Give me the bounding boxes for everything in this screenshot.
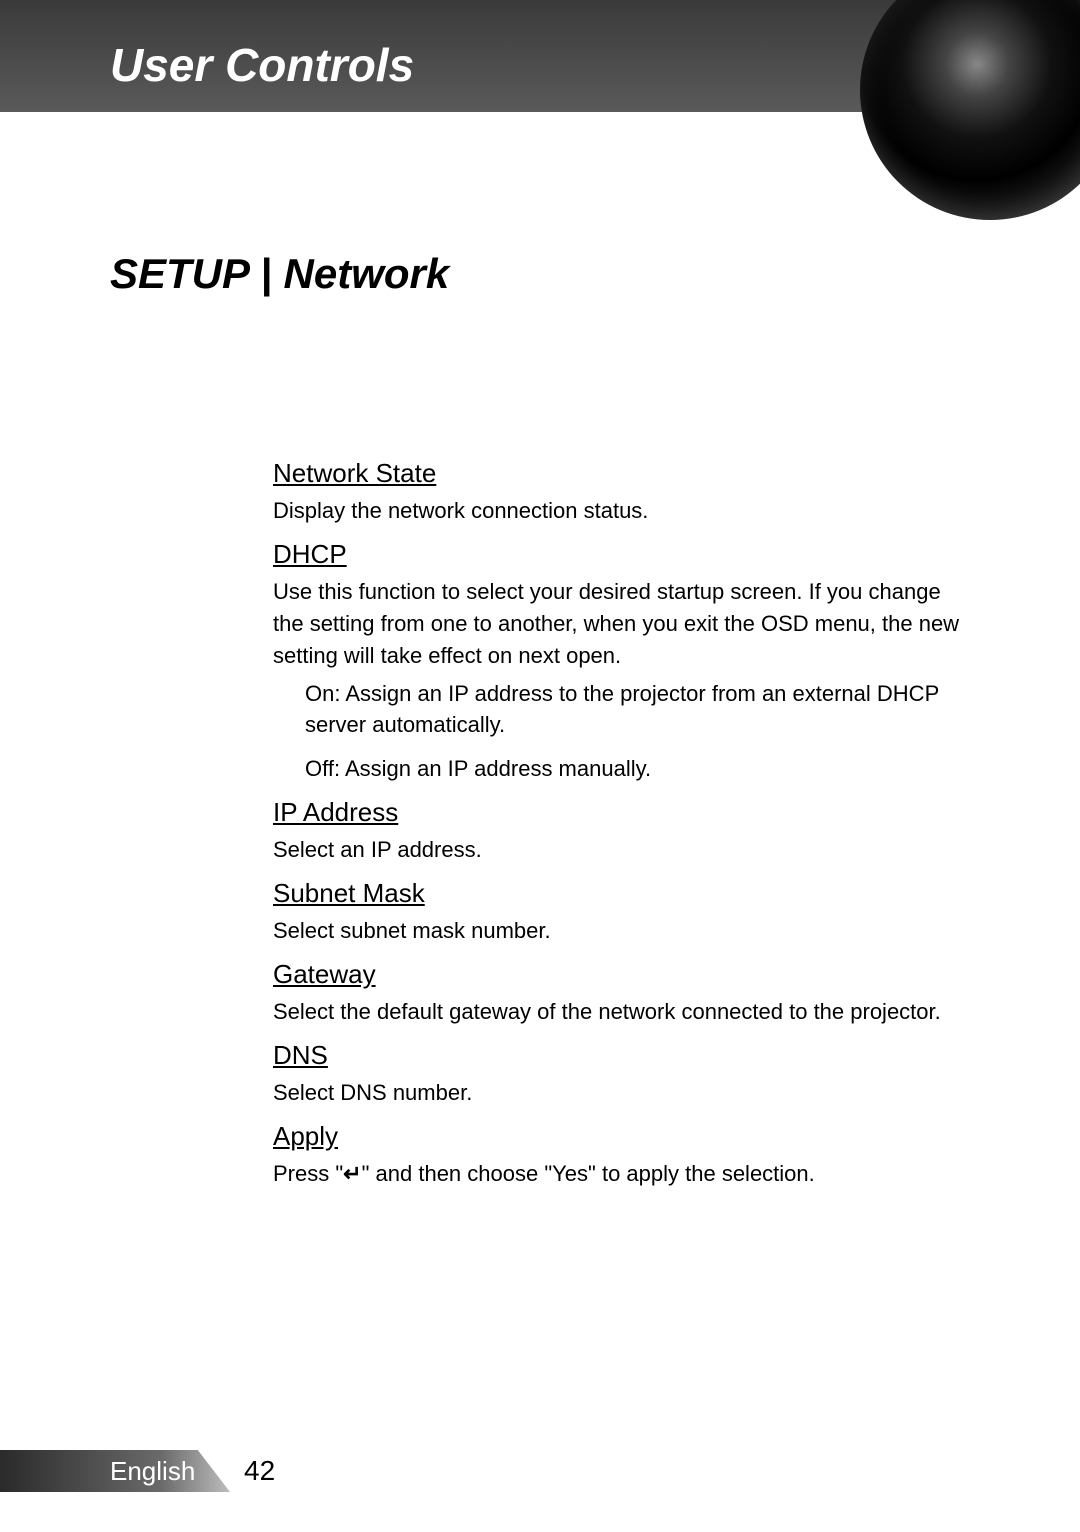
section-body-apply: Press "↵" and then choose "Yes" to apply…: [273, 1158, 963, 1190]
section-ip-address: IP Address Select an IP address.: [273, 797, 963, 866]
footer-page-number: 42: [244, 1450, 275, 1492]
dhcp-off: Off: Assign an IP address manually.: [305, 753, 963, 785]
section-body-gateway: Select the default gateway of the networ…: [273, 996, 963, 1028]
apply-pre: Press ": [273, 1161, 343, 1186]
section-dhcp: DHCP Use this function to select your de…: [273, 539, 963, 785]
section-title-dns: DNS: [273, 1040, 963, 1071]
section-title-apply: Apply: [273, 1121, 963, 1152]
content-area: Network State Display the network connec…: [273, 458, 963, 1202]
section-body-subnet-mask: Select subnet mask number.: [273, 915, 963, 947]
section-title-subnet-mask: Subnet Mask: [273, 878, 963, 909]
subnet-mask-text: Select subnet mask number.: [273, 915, 963, 947]
section-title-gateway: Gateway: [273, 959, 963, 990]
dhcp-on: On: Assign an IP address to the projecto…: [305, 678, 963, 742]
footer-language: English: [0, 1450, 230, 1492]
apply-post: " and then choose "Yes" to apply the sel…: [362, 1161, 815, 1186]
section-apply: Apply Press "↵" and then choose "Yes" to…: [273, 1121, 963, 1190]
section-title-dhcp: DHCP: [273, 539, 963, 570]
section-title-ip-address: IP Address: [273, 797, 963, 828]
apply-text: Press "↵" and then choose "Yes" to apply…: [273, 1158, 963, 1190]
dhcp-options: On: Assign an IP address to the projecto…: [273, 678, 963, 786]
dhcp-desc: Use this function to select your desired…: [273, 576, 963, 672]
section-body-network-state: Display the network connection status.: [273, 495, 963, 527]
section-body-dns: Select DNS number.: [273, 1077, 963, 1109]
lens-decoration: [860, 0, 1080, 220]
ip-address-text: Select an IP address.: [273, 834, 963, 866]
section-dns: DNS Select DNS number.: [273, 1040, 963, 1109]
dns-text: Select DNS number.: [273, 1077, 963, 1109]
section-body-dhcp: Use this function to select your desired…: [273, 576, 963, 785]
network-state-text: Display the network connection status.: [273, 495, 963, 527]
enter-icon: ↵: [343, 1158, 361, 1190]
gateway-text: Select the default gateway of the networ…: [273, 996, 963, 1028]
section-network-state: Network State Display the network connec…: [273, 458, 963, 527]
page-title: SETUP | Network: [110, 250, 449, 298]
section-title-network-state: Network State: [273, 458, 963, 489]
section-gateway: Gateway Select the default gateway of th…: [273, 959, 963, 1028]
header-title: User Controls: [110, 38, 414, 92]
section-subnet-mask: Subnet Mask Select subnet mask number.: [273, 878, 963, 947]
section-body-ip-address: Select an IP address.: [273, 834, 963, 866]
